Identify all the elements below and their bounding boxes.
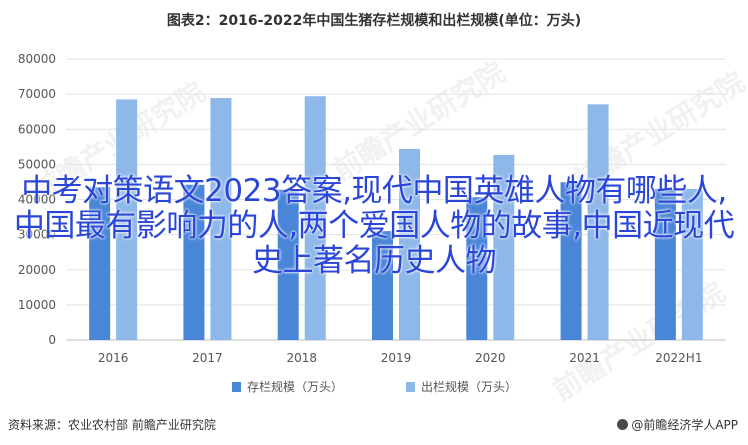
y-tick-label: 10000 [18,298,56,312]
y-tick-label: 80000 [18,52,56,66]
source-note: 资料来源：农业农村部 前瞻产业研究院 [8,418,216,432]
y-tick-label: 30000 [18,228,56,242]
bar [466,197,488,340]
legend-swatch [406,382,415,392]
bar [116,99,138,340]
y-tick-label: 40000 [18,193,56,207]
brand-label: @前瞻经济学人APP [631,418,738,432]
x-tick-label: 2016 [98,351,129,365]
bar [277,189,299,340]
bar [89,187,111,340]
x-tick-label: 2018 [286,351,317,365]
brand-note: @前瞻经济学人APP [617,416,738,433]
legend-label: 出栏规模（万头） [421,379,517,394]
bar [681,188,703,340]
y-tick-label: 20000 [18,263,56,277]
y-tick-label: 0 [48,333,56,347]
bar [493,154,515,340]
bar [210,97,232,341]
bar [372,231,393,340]
x-tick-label: 2017 [192,351,223,365]
bar [654,188,676,340]
y-tick-label: 70000 [18,87,56,101]
bar [183,184,205,340]
x-tick-label: 2020 [475,351,506,365]
x-tick-label: 2021 [569,351,600,365]
bar [399,148,420,340]
overlay-text: 中考对策语文2023答案,现代中国英雄人物有哪些人,中国最有影响力的人,两个爱国… [13,173,735,279]
legend-label: 存栏规模（万头） [247,379,343,394]
y-tick-label: 50000 [18,157,56,171]
legend-swatch [232,382,241,392]
chart-title: 图表2：2016-2022年中国生猪存栏规模和出栏规模(单位：万头) [166,13,582,29]
x-tick-label: 2022H1 [655,351,702,365]
bar [304,96,326,340]
brand-logo-icon [617,419,629,430]
bar [560,182,582,340]
y-tick-label: 60000 [18,122,56,136]
bar-chart: 0 10000 20000 30000 40000 50000 60000 70000 8000… [18,52,726,394]
x-tick-label: 2019 [381,351,412,365]
bar [587,104,609,340]
